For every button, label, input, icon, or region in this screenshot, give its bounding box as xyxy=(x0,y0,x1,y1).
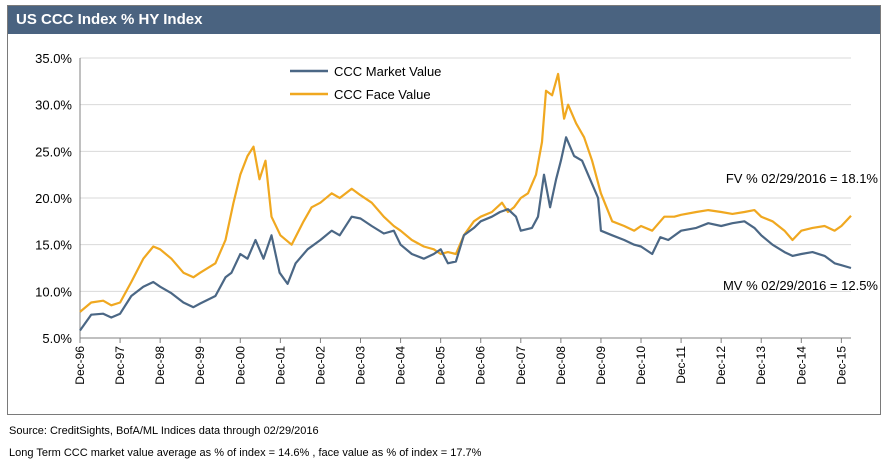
x-tick-label: Dec-10 xyxy=(634,346,648,385)
series-line-market-value xyxy=(79,136,852,332)
chart-title: US CCC Index % HY Index xyxy=(16,11,203,28)
x-tick-label: Dec-04 xyxy=(394,346,408,385)
legend-label: CCC Market Value xyxy=(334,64,441,79)
x-tick-label: Dec-97 xyxy=(113,346,127,385)
chart-title-bar: US CCC Index % HY Index xyxy=(8,6,880,34)
x-tick-label: Dec-11 xyxy=(674,346,688,384)
x-tick-label: Dec-96 xyxy=(73,346,87,385)
x-tick-label: Dec-02 xyxy=(313,346,327,385)
chart-panel: US CCC Index % HY Index xyxy=(7,5,881,415)
x-tick-label: Dec-13 xyxy=(754,346,768,385)
y-tick-label: 5.0% xyxy=(42,331,72,346)
x-tick-label: Dec-01 xyxy=(273,346,287,385)
x-tick-label: Dec-99 xyxy=(193,346,207,385)
legend-label: CCC Face Value xyxy=(334,87,431,102)
y-tick-label: 25.0% xyxy=(35,144,72,159)
end-value-annotation: FV % 02/29/2016 = 18.1% xyxy=(726,171,879,186)
y-tick-label: 10.0% xyxy=(35,284,72,299)
x-tick-label: Dec-08 xyxy=(554,346,568,385)
end-value-annotation: MV % 02/29/2016 = 12.5% xyxy=(723,278,878,293)
source-note: Source: CreditSights, BofA/ML Indices da… xyxy=(9,425,319,437)
y-tick-label: 20.0% xyxy=(35,191,72,206)
x-tick-label: Dec-12 xyxy=(714,346,728,385)
x-tick-label: Dec-15 xyxy=(834,346,848,385)
x-tick-label: Dec-06 xyxy=(474,346,488,385)
x-tick-label: Dec-03 xyxy=(354,346,368,385)
x-tick-label: Dec-05 xyxy=(434,346,448,385)
y-tick-label: 35.0% xyxy=(35,51,72,66)
x-tick-label: Dec-00 xyxy=(233,346,247,385)
y-tick-label: 15.0% xyxy=(35,238,72,253)
x-tick-label: Dec-98 xyxy=(153,346,167,385)
series-line-face-value xyxy=(79,72,852,313)
x-tick-label: Dec-09 xyxy=(594,346,608,385)
x-tick-label: Dec-14 xyxy=(794,346,808,385)
long-term-note: Long Term CCC market value average as % … xyxy=(9,447,482,459)
y-tick-label: 30.0% xyxy=(35,98,72,113)
x-tick-label: Dec-07 xyxy=(514,346,528,385)
line-chart: 5.0% 10.0% 15.0% 20.0% 25.0% 30.0% 35.0% Dec-96… xyxy=(35,51,879,385)
